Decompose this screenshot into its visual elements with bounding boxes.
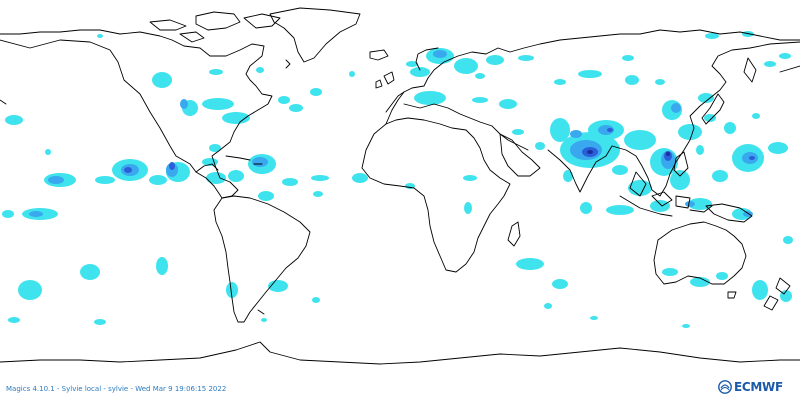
field-level-4: [587, 150, 670, 156]
run-info-text: Magics 4.10.1 - Sylvie local - sylvie - …: [6, 385, 227, 393]
ecmwf-logo-icon: [718, 380, 732, 394]
coastlines: [0, 7, 800, 365]
field-level-1: [2, 31, 793, 328]
ecmwf-logo-text: ECMWF: [734, 380, 783, 394]
field-patches: [2, 31, 793, 328]
ecmwf-logo: ECMWF: [718, 379, 783, 395]
